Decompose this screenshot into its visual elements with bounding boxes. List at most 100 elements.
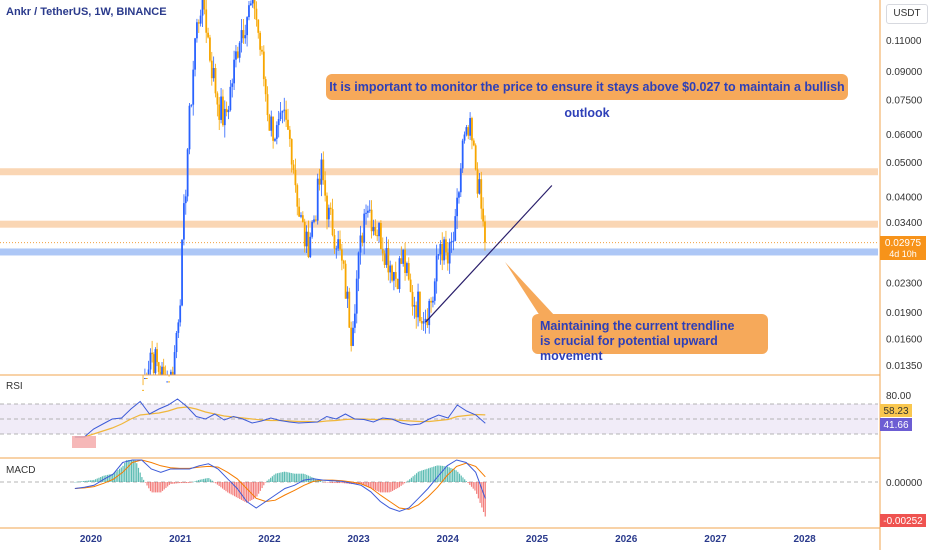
x-tick-label-2027: 2027 — [704, 534, 727, 545]
candle-body — [396, 278, 399, 290]
macd-hist-bar — [484, 482, 486, 517]
macd-hist-bar — [89, 480, 91, 482]
macd-hist-bar — [361, 482, 363, 485]
macd-hist-bar — [414, 474, 416, 482]
candle-body — [294, 169, 297, 186]
macd-hist-bar — [146, 482, 148, 486]
macd-hist-bar — [196, 480, 198, 482]
macd-hist-bar — [77, 481, 79, 483]
candle-body — [147, 369, 150, 375]
macd-hist-bar — [144, 482, 146, 483]
macd-line — [74, 459, 486, 512]
macd-hist-bar — [482, 482, 485, 512]
macd-hist-bar — [330, 482, 332, 483]
macd-hist-bar — [280, 472, 282, 482]
candle-body — [344, 263, 347, 299]
candle-body — [482, 208, 485, 222]
candle-body — [240, 30, 243, 43]
candle-body — [270, 116, 273, 131]
macd-hist-bar — [385, 482, 387, 493]
symbol-title: Ankr / TetherUS, 1W, BINANCE — [6, 6, 167, 18]
rsi-ma-badge-value: 58.23 — [883, 406, 908, 417]
candle-body — [461, 140, 464, 169]
annotation-trendline-note[interactable]: Maintaining the current trendline is cru… — [532, 314, 768, 363]
macd-hist-bar — [331, 482, 334, 484]
zone-orange-1 — [0, 220, 878, 228]
candle-body — [484, 221, 486, 243]
candle-body — [391, 265, 393, 281]
macd-hist-bar — [235, 482, 237, 498]
macd-hist-bar — [297, 473, 299, 482]
macd-hist-bar — [227, 482, 229, 493]
candle-body — [248, 5, 250, 18]
candle-body — [238, 42, 241, 58]
candle-body — [216, 93, 219, 105]
price-badge-value: 0.02975 — [885, 238, 922, 249]
x-tick-label-2023: 2023 — [347, 534, 370, 545]
candle-body — [154, 349, 157, 374]
macd-hist-bar — [94, 479, 97, 482]
macd-hist-bar — [82, 481, 85, 482]
candle-body — [365, 212, 367, 214]
macd-hist-bar — [312, 477, 315, 482]
annotation-trendline-line1: Maintaining the current trendline — [540, 319, 735, 333]
candle-body — [196, 22, 198, 39]
macd-hist-bar — [321, 481, 323, 483]
macd-hist-bar — [345, 482, 347, 484]
currency-selector[interactable]: USDT — [886, 4, 928, 24]
candle-body — [210, 60, 213, 79]
macd-hist-bar — [448, 467, 450, 482]
candle-body — [287, 119, 289, 130]
candle-body — [381, 249, 384, 254]
candle-body — [225, 108, 228, 113]
candle-body — [179, 305, 182, 323]
candle-body — [181, 239, 183, 306]
macd-hist-bar — [292, 473, 294, 482]
macd-hist-bar — [177, 482, 179, 484]
macd-hist-bar — [254, 482, 256, 499]
annotation-top-note[interactable]: It is important to monitor the price to … — [326, 74, 848, 120]
candle-body — [207, 32, 209, 38]
macd-hist-bar — [158, 482, 160, 493]
candle-body — [417, 291, 419, 318]
macd-hist-bar — [288, 472, 291, 482]
candle-body — [413, 305, 416, 307]
macd-hist-bar — [209, 479, 212, 482]
candle-body — [454, 216, 457, 241]
candle-body — [439, 243, 442, 255]
macd-value-badge — [880, 514, 926, 527]
macd-hist-bar — [371, 482, 373, 489]
candle-body — [183, 203, 185, 240]
candle-body — [283, 109, 286, 111]
macd-hist-bar — [251, 482, 253, 501]
y-tick-label-2: 0.07500 — [886, 95, 923, 106]
macd-hist-bar — [402, 482, 404, 485]
candle-body — [327, 207, 330, 220]
candle-body — [452, 240, 455, 242]
macd-hist-bar — [232, 482, 234, 496]
y-tick-label-1: 0.09000 — [886, 67, 923, 78]
candle-body — [374, 226, 377, 235]
candle-body — [268, 115, 271, 131]
macd-hist-bar — [469, 482, 471, 485]
macd-hist-bar — [271, 476, 273, 482]
macd-hist-bar — [225, 482, 227, 492]
macd-hist-bar — [192, 481, 195, 483]
candle-body — [443, 239, 445, 261]
macd-hist-bar — [124, 463, 126, 482]
candle-body — [156, 349, 158, 363]
candle-body — [298, 206, 301, 217]
candle-body — [244, 35, 247, 39]
candle-body — [420, 321, 423, 324]
macd-hist-bar — [458, 473, 461, 482]
macd-hist-bar — [182, 482, 184, 484]
macd-hist-bar — [239, 482, 241, 500]
candle-body — [257, 19, 260, 33]
candle-body — [199, 15, 202, 24]
macd-hist-bar — [108, 474, 110, 482]
candle-body — [320, 159, 323, 185]
candle-body — [212, 68, 215, 79]
candle-body — [142, 389, 144, 391]
candles-group — [142, 0, 486, 391]
macd-hist-bar — [445, 466, 447, 482]
